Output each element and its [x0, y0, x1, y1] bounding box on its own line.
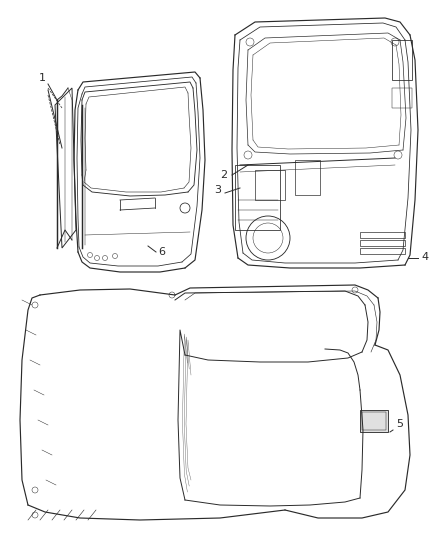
Bar	[360, 240, 405, 246]
Text: 4: 4	[421, 252, 428, 262]
Bar	[295, 160, 320, 195]
Text: 6: 6	[159, 247, 166, 257]
Bar	[360, 410, 388, 432]
Bar	[255, 170, 285, 200]
Text: 5: 5	[396, 419, 403, 429]
Bar	[360, 248, 405, 254]
Bar	[235, 165, 280, 230]
Bar	[362, 412, 386, 430]
Bar	[360, 232, 405, 238]
Text: 3: 3	[215, 185, 222, 195]
Bar	[392, 40, 412, 80]
Text: 2: 2	[220, 170, 228, 180]
Text: 1: 1	[39, 73, 46, 83]
Bar	[392, 88, 412, 108]
